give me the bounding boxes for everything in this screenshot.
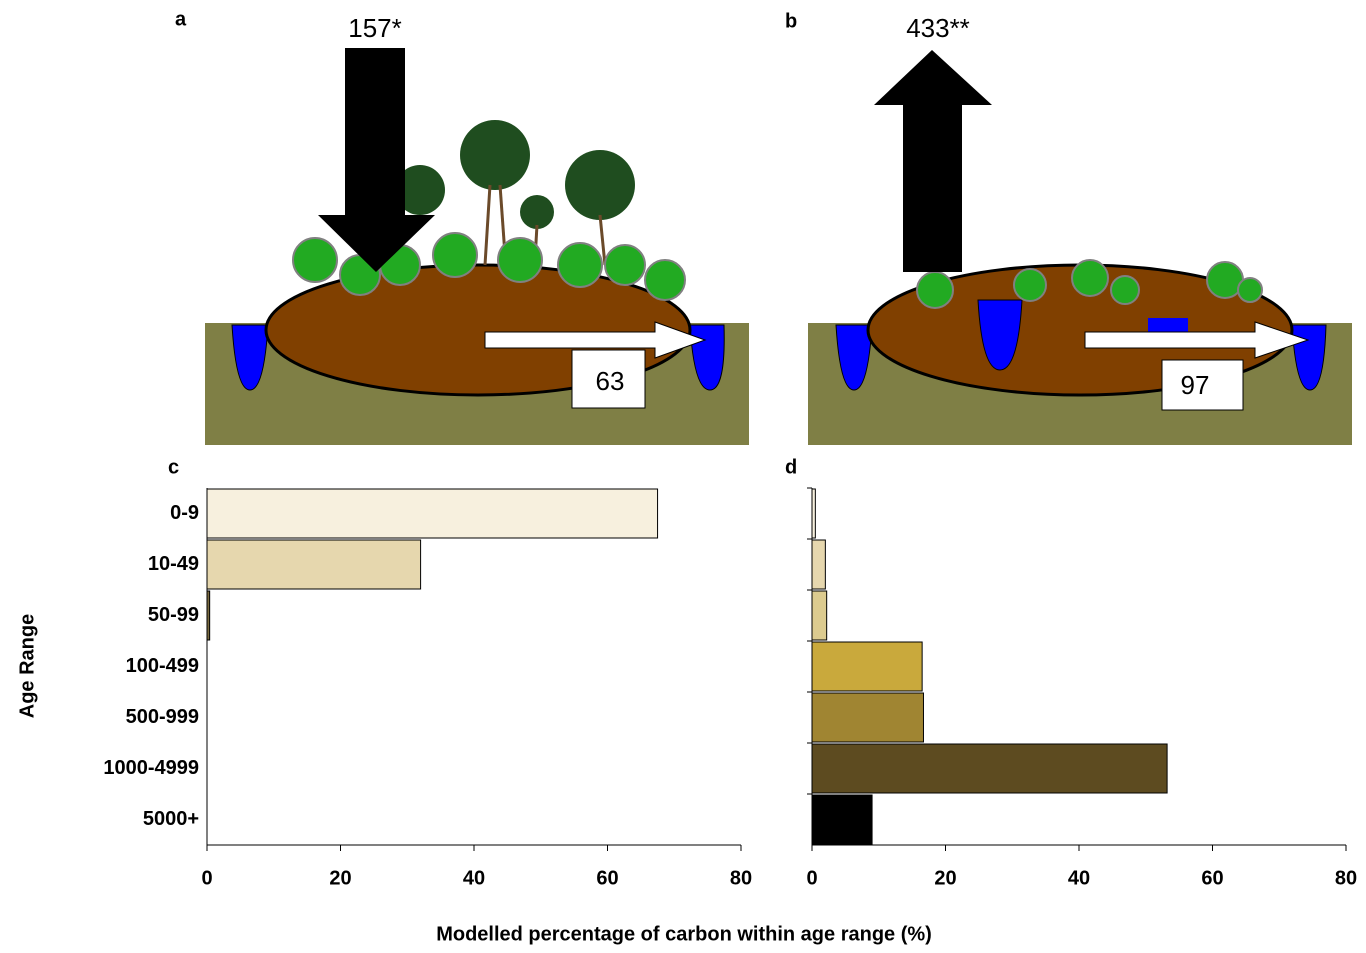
flux-label: 63	[596, 366, 625, 396]
x-tick-label: 0	[806, 867, 817, 889]
bar	[812, 693, 923, 742]
panel-label: b	[785, 10, 797, 32]
flux-label: 157*	[348, 13, 402, 43]
y-tick-label: 50-99	[148, 604, 199, 626]
flux-label: 97	[1181, 370, 1210, 400]
x-tick-label: 80	[730, 867, 752, 889]
bar	[812, 489, 815, 538]
bar	[207, 540, 421, 589]
panel-label: c	[168, 456, 179, 478]
flux-label: 433**	[906, 13, 970, 43]
y-tick-label: 500-999	[126, 706, 199, 728]
y-axis-title: Age Range	[16, 614, 38, 718]
panel-label: d	[785, 456, 797, 478]
x-tick-label: 60	[596, 867, 618, 889]
x-tick-label: 40	[463, 867, 485, 889]
y-tick-label: 1000-4999	[103, 757, 199, 779]
x-tick-label: 0	[201, 867, 212, 889]
x-tick-label: 60	[1201, 867, 1223, 889]
bar	[812, 591, 827, 640]
x-axis-title: Modelled percentage of carbon within age…	[436, 923, 932, 945]
y-tick-label: 10-49	[148, 553, 199, 575]
x-tick-label: 40	[1068, 867, 1090, 889]
panel-label: a	[175, 8, 187, 30]
x-tick-label: 20	[934, 867, 956, 889]
illustration-b: 433** 97 b	[785, 10, 1352, 445]
figure: 157* 63 a 433** 97 b Modelled percentage…	[0, 0, 1366, 953]
y-tick-label: 0-9	[170, 502, 199, 524]
x-tick-label: 20	[329, 867, 351, 889]
y-tick-label: 5000+	[143, 808, 199, 830]
bar	[812, 642, 922, 691]
bar	[812, 744, 1167, 793]
x-tick-label: 80	[1335, 867, 1357, 889]
bar	[812, 540, 825, 589]
illustration-a: 157* 63 a	[175, 8, 749, 445]
bar	[207, 489, 658, 538]
bar	[812, 795, 872, 844]
y-tick-label: 100-499	[126, 655, 199, 677]
